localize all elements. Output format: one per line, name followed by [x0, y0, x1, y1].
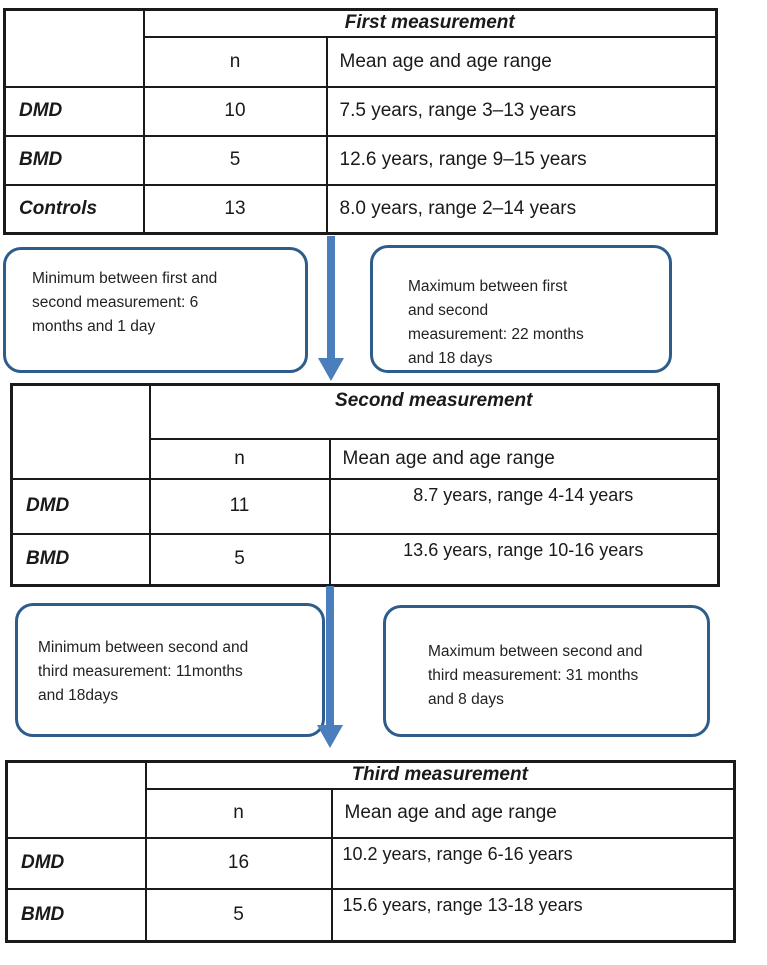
- table-title: Third measurement: [144, 760, 736, 790]
- n-value: 5: [144, 887, 333, 943]
- callout-minimum-interval-1: Minimum between first and second measure…: [3, 247, 308, 373]
- callout-maximum-interval-1: Maximum between first and second measure…: [370, 245, 672, 373]
- down-arrow-2-head: [317, 725, 343, 748]
- empty-corner-cell: [3, 8, 145, 88]
- mean-age-value: 15.6 years, range 13-18 years: [330, 887, 736, 943]
- mean-age-value: 8.7 years, range 4-14 years: [328, 477, 720, 535]
- mean-age-value: 12.6 years, range 9–15 years: [325, 134, 718, 186]
- empty-corner-cell: [10, 383, 151, 480]
- table-row: BMD 5 15.6 years, range 13-18 years: [5, 887, 736, 943]
- callout-maximum-interval-2: Maximum between second and third measure…: [383, 605, 710, 737]
- group-label: BMD: [10, 532, 151, 587]
- callout-text: Minimum between first and second measure…: [32, 270, 218, 335]
- mean-age-value: 7.5 years, range 3–13 years: [325, 85, 718, 137]
- n-value: 16: [144, 836, 333, 890]
- mean-age-value: 13.6 years, range 10-16 years: [328, 532, 720, 587]
- first-measurement-table: First measurement n Mean age and age ran…: [3, 8, 718, 235]
- down-arrow-1-shaft: [327, 236, 335, 360]
- callout-text: Maximum between second and third measure…: [428, 643, 643, 708]
- group-label: DMD: [5, 836, 147, 890]
- down-arrow-2-shaft: [326, 586, 334, 726]
- n-value: 13: [142, 183, 328, 235]
- second-measurement-table: Second measurement n Mean age and age ra…: [10, 383, 720, 587]
- group-label: Controls: [3, 183, 145, 235]
- table-title: First measurement: [142, 8, 718, 38]
- n-value: 5: [142, 134, 328, 186]
- down-arrow-1-head: [318, 358, 344, 381]
- table-row: BMD 5 13.6 years, range 10-16 years: [10, 532, 720, 587]
- group-label: BMD: [5, 887, 147, 943]
- table-row: DMD 16 10.2 years, range 6-16 years: [5, 836, 736, 890]
- n-column-header: n: [148, 437, 331, 480]
- callout-minimum-interval-2: Minimum between second and third measure…: [15, 603, 325, 737]
- table-row: Controls 13 8.0 years, range 2–14 years: [3, 183, 718, 235]
- group-label: DMD: [10, 477, 151, 535]
- n-value: 11: [148, 477, 331, 535]
- callout-text: Minimum between second and third measure…: [38, 639, 249, 704]
- n-value: 5: [148, 532, 331, 587]
- table-title: Second measurement: [148, 383, 720, 440]
- n-value: 10: [142, 85, 328, 137]
- mean-age-column-header: Mean age and age range: [325, 35, 718, 88]
- group-label: BMD: [3, 134, 145, 186]
- third-measurement-table: Third measurement n Mean age and age ran…: [5, 760, 736, 943]
- mean-age-value: 10.2 years, range 6-16 years: [330, 836, 736, 890]
- mean-age-column-header: Mean age and age range: [330, 787, 736, 839]
- callout-text: Maximum between first and second measure…: [408, 278, 584, 367]
- table-row: DMD 11 8.7 years, range 4-14 years: [10, 477, 720, 535]
- table-row: BMD 5 12.6 years, range 9–15 years: [3, 134, 718, 186]
- empty-corner-cell: [5, 760, 147, 839]
- group-label: DMD: [3, 85, 145, 137]
- mean-age-column-header: Mean age and age range: [328, 437, 720, 480]
- mean-age-value: 8.0 years, range 2–14 years: [325, 183, 718, 235]
- table-row: DMD 10 7.5 years, range 3–13 years: [3, 85, 718, 137]
- n-column-header: n: [144, 787, 333, 839]
- n-column-header: n: [142, 35, 328, 88]
